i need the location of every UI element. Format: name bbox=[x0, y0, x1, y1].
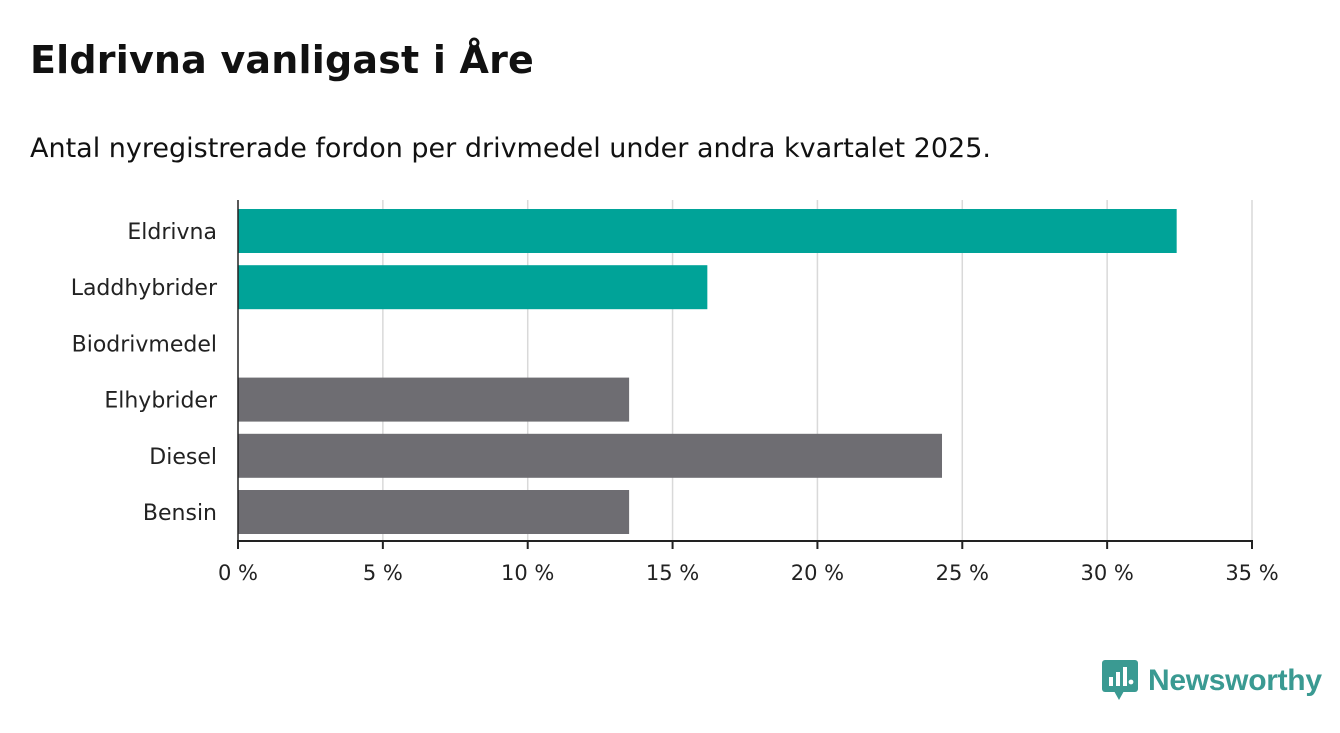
category-label: Elhybrider bbox=[104, 389, 218, 414]
bars bbox=[238, 209, 1177, 534]
chart-title: Eldrivna vanligast i Åre bbox=[30, 38, 534, 82]
newsworthy-logo-icon bbox=[1102, 660, 1138, 700]
category-label: Biodrivmedel bbox=[72, 332, 217, 357]
chart-subtitle: Antal nyregistrerade fordon per drivmede… bbox=[30, 133, 991, 164]
bar-bensin bbox=[238, 490, 630, 534]
bar-eldrivna bbox=[238, 209, 1177, 253]
x-tick-label: 20 % bbox=[791, 561, 844, 585]
x-tick-label: 15 % bbox=[646, 561, 699, 585]
x-tick-label: 10 % bbox=[501, 561, 554, 585]
brand-logo: Newsworthy bbox=[1102, 660, 1322, 702]
category-label: Eldrivna bbox=[127, 220, 217, 245]
bar-elhybrider bbox=[238, 377, 630, 422]
category-label: Laddhybrider bbox=[71, 276, 218, 301]
category-label: Diesel bbox=[149, 445, 217, 470]
gridlines bbox=[382, 200, 1253, 541]
x-tick-label: 0 % bbox=[218, 561, 258, 585]
category-labels: Eldrivna Laddhybrider Biodrivmedel Elhybrid… bbox=[71, 220, 218, 526]
category-label: Bensin bbox=[143, 501, 217, 526]
bar-chart: Eldrivna Laddhybrider Biodrivmedel Elhybrid… bbox=[71, 200, 1279, 585]
x-tick-label: 5 % bbox=[363, 561, 403, 585]
x-tick-label: 30 % bbox=[1080, 561, 1133, 585]
bar-laddhybrider bbox=[238, 265, 708, 310]
x-tick-label: 25 % bbox=[936, 561, 989, 585]
x-axis: 0 % 5 % 10 % 15 % 20 % 25 % 30 % 35 % bbox=[218, 200, 1279, 585]
bar-diesel bbox=[238, 433, 943, 478]
brand-name: Newsworthy bbox=[1148, 664, 1322, 697]
x-tick-label: 35 % bbox=[1225, 561, 1278, 585]
